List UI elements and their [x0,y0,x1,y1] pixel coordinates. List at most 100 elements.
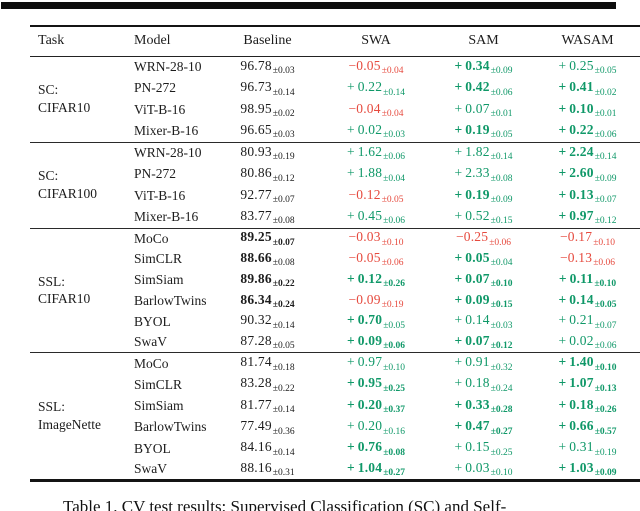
value-swa: + 0.12±0.26 [347,271,405,290]
value-stddev-subscript: ±0.09 [594,173,617,184]
value-wasam: + 0.13±0.07 [558,186,617,206]
cell-baseline: 80.86±0.12 [215,164,320,186]
value-sam: + 0.03±0.10 [455,460,513,479]
cell-wasam: + 2.60±0.09 [535,164,640,186]
model-label: SwaV [134,334,167,350]
value-swa: −0.03±0.10 [348,229,403,248]
value-main: 83.77 [240,207,272,223]
model-label: BarlowTwins [134,292,207,308]
value-stddev-subscript: ±0.05 [383,320,406,331]
cell-swa: −0.03±0.10 [320,228,432,249]
cell-sam: + 0.14±0.03 [432,311,535,332]
value-stddev-subscript: ±0.16 [383,426,405,437]
value-wasam: + 0.10±0.01 [558,100,616,120]
value-main: 88.66 [240,249,272,265]
value-stddev-subscript: ±0.18 [272,362,295,373]
table-row: Mixer-B-16 96.65±0.03 + 0.02±0.03 + 0.19±0.… [30,121,640,143]
model-label: BarlowTwins [134,419,207,435]
value-main: + 0.97 [558,207,594,223]
value-sam: + 0.42±0.06 [454,79,512,98]
table-header: Task Model Baseline SWA SAM WASAM [30,26,640,57]
value-main: 87.28 [240,332,272,348]
value-wasam: + 0.14±0.05 [558,292,616,311]
value-main: 80.86 [240,165,272,180]
model-label: SimCLR [134,251,183,267]
header-model: Model [110,26,215,57]
cell-baseline: 90.32±0.14 [215,311,320,332]
value-main: 80.93 [240,143,272,159]
value-main: + 0.22 [558,121,594,137]
value-wasam: + 1.07±0.13 [558,375,616,394]
value-baseline: 96.65±0.03 [240,122,294,141]
table-row: BYOL 84.16±0.14 + 0.76±0.08 + 0.15±0.25 + 0.… [30,438,640,459]
cell-wasam: + 1.03±0.09 [535,459,640,480]
value-sam: + 0.07±0.01 [455,101,513,120]
cell-wasam: + 1.07±0.13 [535,374,640,395]
value-stddev-subscript: ±0.05 [381,195,404,205]
cell-baseline: 92.77±0.07 [215,185,320,207]
value-stddev-subscript: ±0.04 [381,109,404,119]
value-stddev-subscript: ±0.09 [490,66,513,77]
task-block: SC: CIFAR100 WRN-28-10 80.93±0.19 + 1.62±0.0… [30,142,640,228]
value-main: 86.34 [240,291,272,307]
value-stddev-subscript: ±0.09 [490,195,513,205]
cell-sam: + 0.07±0.10 [432,270,535,291]
cell-baseline: 81.77±0.14 [215,395,320,416]
value-sam: + 0.91±0.32 [455,354,513,373]
value-main: + 0.11 [558,270,594,286]
cell-baseline: 86.34±0.24 [215,290,320,311]
table-row: SC: CIFAR10 WRN-28-10 96.78±0.03 −0.05±0.04 +… [30,56,640,115]
value-main: + 0.10 [558,100,594,116]
cell-swa: + 0.20±0.37 [320,395,432,416]
cell-wasam: + 2.24±0.14 [535,142,640,164]
value-stddev-subscript: ±0.07 [272,195,295,205]
value-main: + 0.19 [454,186,490,202]
value-swa: −0.05±0.06 [348,250,403,269]
cell-swa: + 0.97±0.10 [320,353,432,374]
value-stddev-subscript: ±0.19 [381,300,404,311]
value-stddev-subscript: ±0.10 [490,279,513,290]
model-label: BYOL [134,313,171,329]
value-stddev-subscript: ±0.08 [383,447,406,458]
value-swa: + 0.20±0.16 [347,418,405,437]
value-main: + 0.22 [347,79,383,94]
value-stddev-subscript: ±0.57 [594,426,617,437]
value-main: + 0.70 [346,312,383,328]
value-wasam: + 0.18±0.26 [558,397,617,416]
value-stddev-subscript: ±0.07 [594,320,617,331]
model-label: ViT-B-16 [134,101,186,117]
value-stddev-subscript: ±0.08 [272,216,295,227]
cell-swa: + 0.76±0.08 [320,438,432,459]
cell-swa: + 0.20±0.16 [320,417,432,438]
task-block: SC: CIFAR10 WRN-28-10 96.78±0.03 −0.05±0.04 +… [30,56,640,142]
value-stddev-subscript: ±0.05 [490,130,513,141]
value-main: 96.78 [240,57,272,73]
model-label: ViT-B-16 [134,187,186,203]
value-stddev-subscript: ±0.31 [272,468,295,479]
value-main: 98.95 [240,100,272,116]
value-baseline: 88.16±0.31 [240,460,295,479]
value-stddev-subscript: ±0.26 [594,405,617,416]
cell-sam: + 0.34±0.09 [432,56,535,78]
model-label: SwaV [134,461,167,477]
value-main: + 2.24 [558,143,594,159]
cell-sam: + 0.33±0.28 [432,395,535,416]
value-swa: −0.05±0.04 [348,57,404,77]
value-main: + 1.62 [347,143,383,159]
value-main: 81.74 [240,354,272,370]
value-main: −0.12 [348,186,381,202]
value-stddev-subscript: ±0.10 [594,279,617,290]
value-main: −0.05 [348,57,381,73]
cell-wasam: −0.17±0.10 [535,228,640,249]
value-baseline: 89.25±0.07 [240,229,294,248]
value-baseline: 81.77±0.14 [240,397,294,416]
value-baseline: 96.73±0.14 [240,79,294,98]
value-stddev-subscript: ±0.04 [381,66,404,77]
value-stddev-subscript: ±0.24 [272,300,295,311]
value-stddev-subscript: ±0.07 [594,195,617,205]
value-stddev-subscript: ±0.05 [272,341,295,352]
value-swa: + 1.04±0.27 [347,460,405,479]
value-main: −0.13 [559,249,593,265]
value-main: + 0.13 [558,186,594,202]
